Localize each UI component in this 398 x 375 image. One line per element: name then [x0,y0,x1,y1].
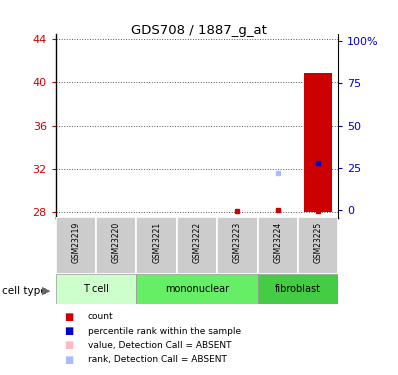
Bar [258,217,298,274]
Text: cell type: cell type [2,286,47,296]
Text: fibroblast: fibroblast [275,284,321,294]
Bar [137,274,258,304]
Bar [137,217,177,274]
Bar [56,217,96,274]
Text: ■: ■ [64,312,73,322]
Text: GDS708 / 1887_g_at: GDS708 / 1887_g_at [131,24,267,38]
Text: GSM23223: GSM23223 [233,222,242,263]
Text: ▶: ▶ [41,286,50,296]
Bar [217,217,258,274]
Text: ■: ■ [64,340,73,350]
Text: GSM23221: GSM23221 [152,222,161,263]
Text: GSM23222: GSM23222 [193,222,201,263]
Text: value, Detection Call = ABSENT: value, Detection Call = ABSENT [88,341,231,350]
Bar [177,217,217,274]
Text: T cell: T cell [83,284,109,294]
Text: rank, Detection Call = ABSENT: rank, Detection Call = ABSENT [88,355,226,364]
Text: GSM23224: GSM23224 [273,222,282,263]
Bar [56,274,137,304]
Text: count: count [88,312,113,321]
Bar [258,274,338,304]
Text: GSM23225: GSM23225 [314,222,323,263]
Text: GSM23219: GSM23219 [71,222,80,263]
Text: GSM23220: GSM23220 [112,222,121,263]
Text: ■: ■ [64,326,73,336]
Text: mononuclear: mononuclear [165,284,229,294]
Text: ■: ■ [64,355,73,364]
Bar [298,217,338,274]
Bar [96,217,137,274]
Bar [304,73,332,212]
Text: percentile rank within the sample: percentile rank within the sample [88,327,241,336]
